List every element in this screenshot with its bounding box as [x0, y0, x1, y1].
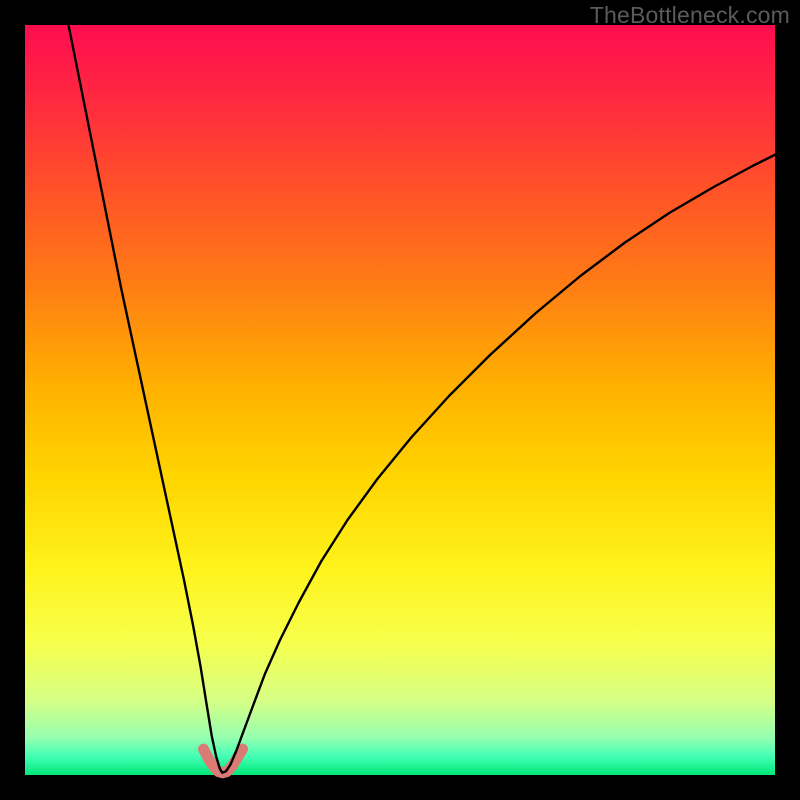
- plot-background: [25, 25, 775, 775]
- figure-root: TheBottleneck.com: [0, 0, 800, 800]
- watermark-text: TheBottleneck.com: [590, 2, 790, 29]
- chart-svg: [0, 0, 800, 800]
